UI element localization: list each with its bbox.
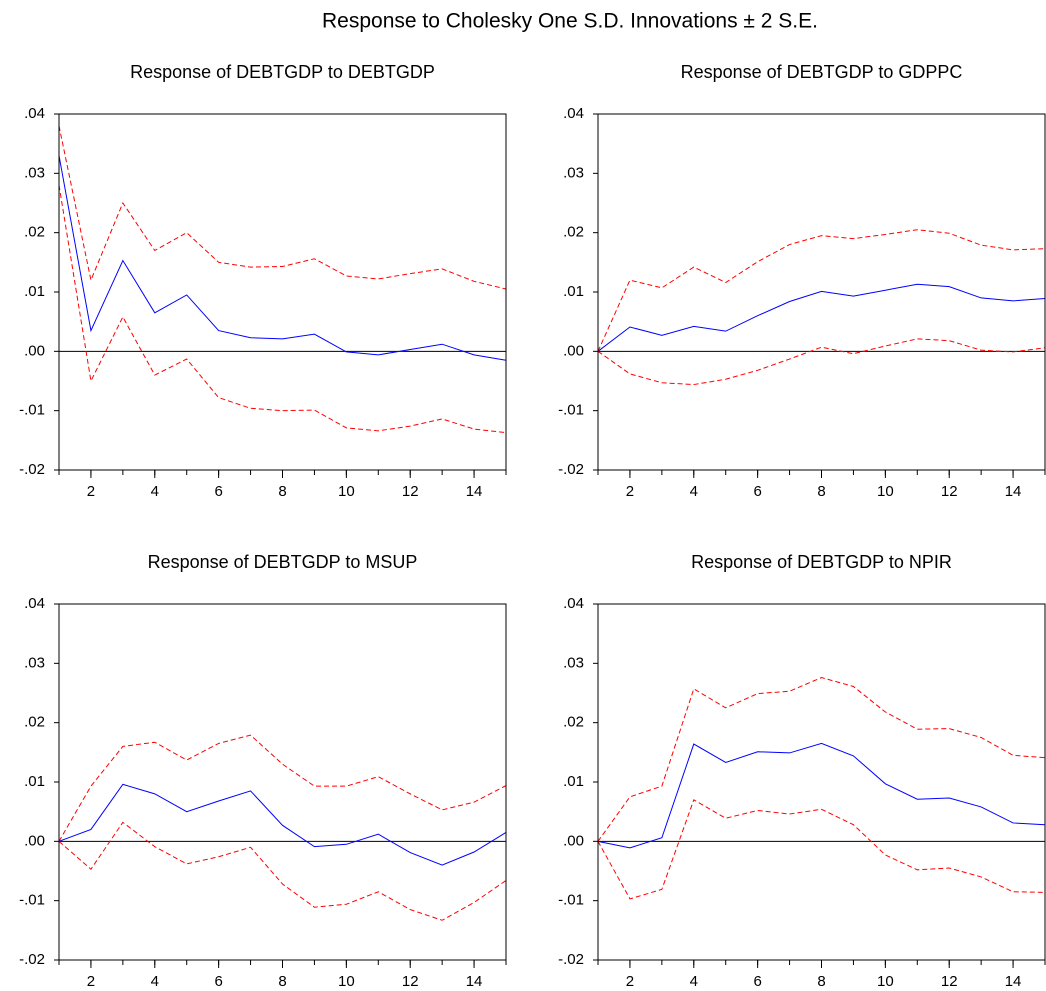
plot-frame — [597, 113, 1046, 471]
x-tick-label: 4 — [151, 973, 159, 990]
y-tick-label: -.01 — [558, 892, 584, 909]
y-tick-label: -.02 — [19, 461, 45, 478]
y-tick-label: .00 — [24, 342, 45, 359]
response-line — [58, 155, 507, 361]
x-tick-label: 12 — [941, 483, 958, 500]
y-tick-label: .00 — [563, 832, 584, 849]
x-tick-label: 14 — [466, 973, 483, 990]
y-tick-label: .01 — [24, 773, 45, 790]
x-tick-label: 10 — [338, 973, 355, 990]
panel-title: Response of DEBTGDP to DEBTGDP — [130, 62, 435, 82]
y-tick-label: .03 — [563, 164, 584, 181]
x-tick-label: 4 — [690, 973, 698, 990]
response-line — [58, 821, 507, 921]
x-tick-label: 8 — [278, 973, 286, 990]
x-tick-label: 2 — [87, 973, 95, 990]
y-tick-label: -.02 — [558, 461, 584, 478]
response-line — [597, 283, 1046, 352]
x-tick-label: 10 — [338, 483, 355, 500]
response-line — [597, 229, 1046, 352]
x-tick-label: 14 — [466, 483, 483, 500]
y-tick-label: .03 — [24, 654, 45, 671]
response-line — [597, 742, 1046, 849]
x-tick-label: 10 — [877, 483, 894, 500]
y-tick-label: .04 — [563, 595, 584, 612]
x-tick-label: 14 — [1005, 483, 1022, 500]
response-line — [58, 783, 507, 866]
panel-title: Response of DEBTGDP to MSUP — [148, 552, 418, 572]
x-tick-label: 14 — [1005, 973, 1022, 990]
x-tick-label: 8 — [278, 483, 286, 500]
plot-frame — [597, 603, 1046, 961]
y-tick-label: .04 — [563, 105, 584, 122]
y-tick-label: .02 — [563, 224, 584, 241]
x-tick-label: 12 — [941, 973, 958, 990]
y-tick-label: -.02 — [19, 951, 45, 968]
y-tick-label: .02 — [24, 714, 45, 731]
response-line — [597, 799, 1046, 900]
x-tick-label: 6 — [753, 483, 761, 500]
y-tick-label: .01 — [563, 283, 584, 300]
x-tick-label: 6 — [753, 973, 761, 990]
response-line — [58, 734, 507, 842]
x-tick-label: 12 — [402, 973, 419, 990]
response-line — [58, 125, 507, 290]
x-tick-label: 6 — [214, 483, 222, 500]
x-tick-label: 6 — [214, 973, 222, 990]
y-tick-label: .00 — [563, 342, 584, 359]
x-tick-label: 8 — [817, 973, 825, 990]
y-tick-label: .04 — [24, 105, 45, 122]
y-tick-label: .04 — [24, 595, 45, 612]
response-line — [597, 677, 1046, 842]
y-tick-label: .03 — [563, 654, 584, 671]
x-tick-label: 2 — [626, 483, 634, 500]
y-tick-label: .00 — [24, 832, 45, 849]
y-tick-label: .01 — [563, 773, 584, 790]
chart-title: Response to Cholesky One S.D. Innovation… — [322, 10, 818, 33]
y-tick-label: -.01 — [558, 402, 584, 419]
y-tick-label: .02 — [24, 224, 45, 241]
x-tick-label: 4 — [690, 483, 698, 500]
x-tick-label: 8 — [817, 483, 825, 500]
x-tick-label: 12 — [402, 483, 419, 500]
y-tick-label: .01 — [24, 283, 45, 300]
y-tick-label: .02 — [563, 714, 584, 731]
x-tick-label: 2 — [626, 973, 634, 990]
plot-frame — [58, 113, 507, 471]
y-tick-label: -.01 — [19, 402, 45, 419]
y-tick-label: -.01 — [19, 892, 45, 909]
panel-title: Response of DEBTGDP to NPIR — [691, 552, 952, 572]
y-tick-label: -.02 — [558, 951, 584, 968]
x-tick-label: 10 — [877, 973, 894, 990]
y-tick-label: .03 — [24, 164, 45, 181]
plot-frame — [58, 603, 507, 961]
response-line — [58, 185, 507, 434]
x-tick-label: 2 — [87, 483, 95, 500]
response-line — [597, 338, 1046, 386]
x-tick-label: 4 — [151, 483, 159, 500]
panel-title: Response of DEBTGDP to GDPPC — [681, 62, 963, 82]
